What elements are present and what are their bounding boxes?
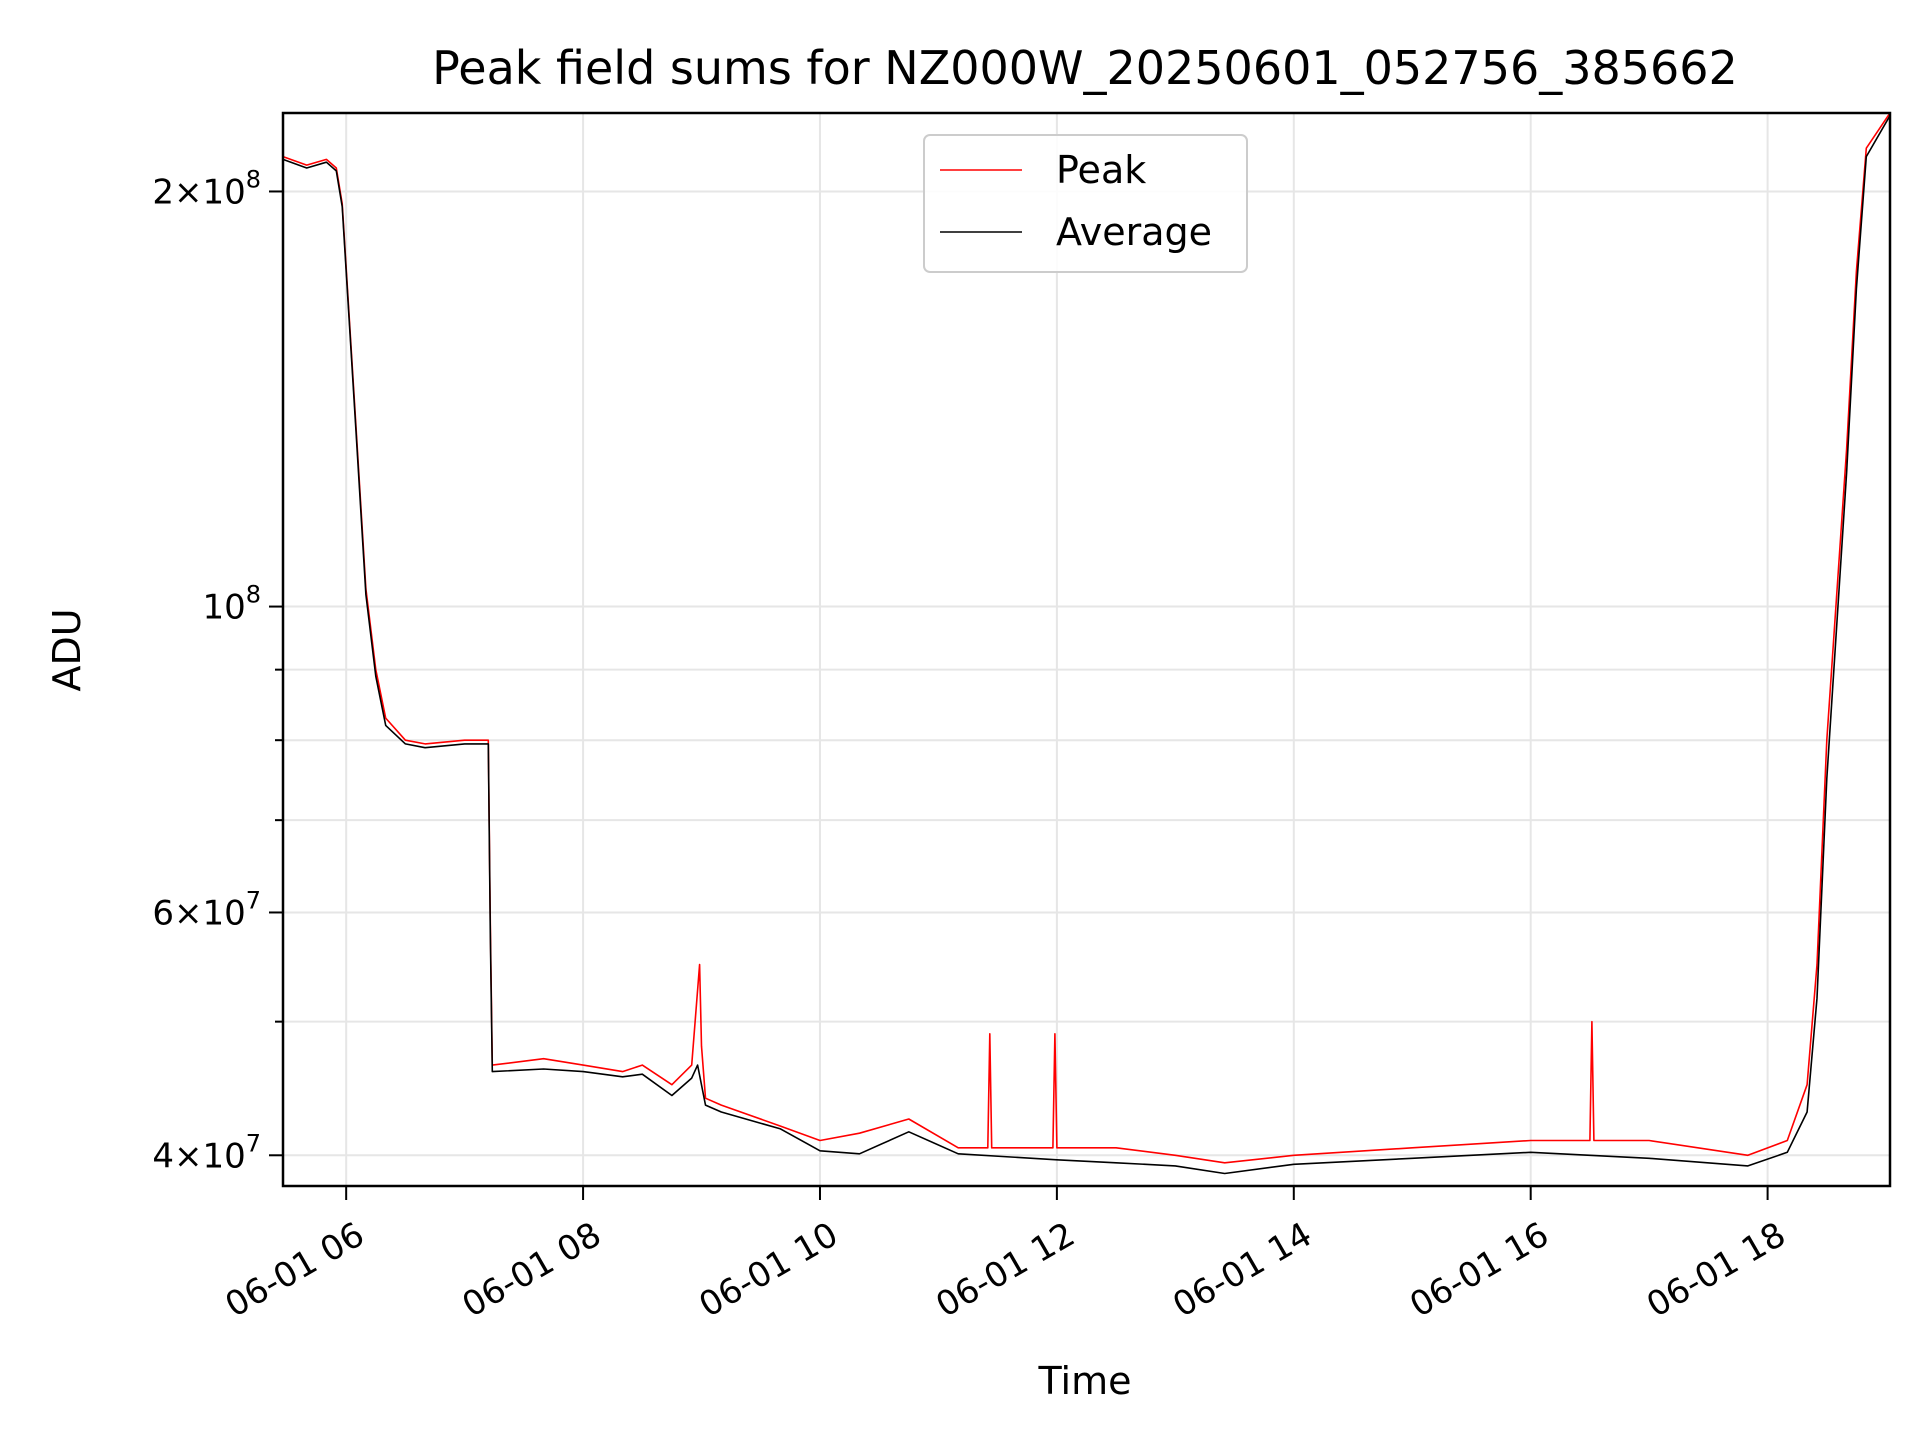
x-axis-label: Time (1038, 1359, 1132, 1403)
series-line-average (282, 115, 1891, 1175)
legend-label-average: Average (1056, 210, 1212, 254)
y-axis-label: ADU (45, 608, 89, 691)
y-tick-label: 4×107 (152, 1129, 261, 1176)
chart-title: Peak field sums for NZ000W_20250601_0527… (432, 41, 1738, 95)
grid-layer (283, 113, 1890, 1186)
legend: Peak Average (923, 134, 1248, 273)
legend-label-peak: Peak (1056, 148, 1146, 192)
y-tick-label: 2×108 (152, 165, 261, 212)
series-line-peak (282, 112, 1891, 1164)
series-layer (282, 112, 1891, 1175)
plot-area (283, 113, 1890, 1186)
y-tick-label: 108 (202, 581, 261, 628)
plot-frame (281, 111, 1892, 1188)
y-tick-label: 6×107 (152, 886, 261, 933)
